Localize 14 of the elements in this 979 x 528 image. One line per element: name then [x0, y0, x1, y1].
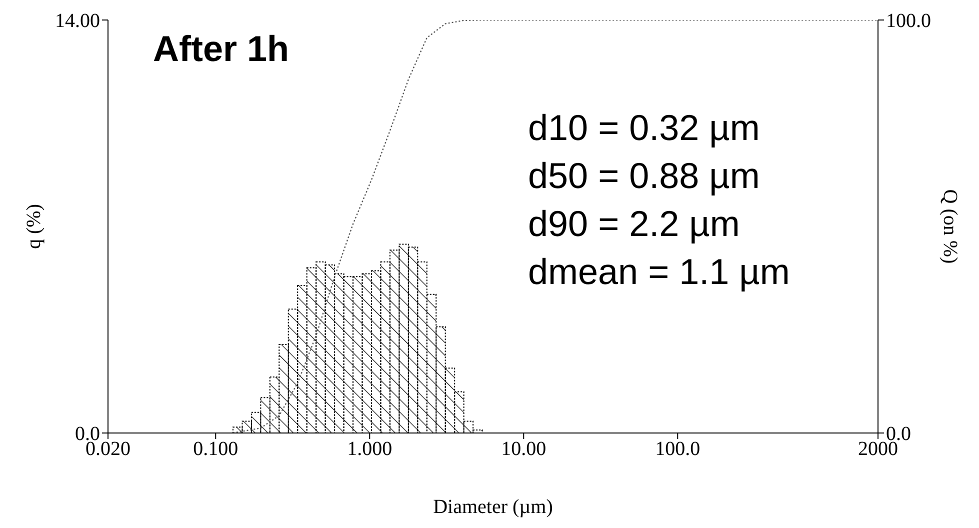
x-tick-label: 100.0: [655, 438, 700, 460]
chart-title: After 1h: [153, 28, 290, 70]
x-tick-label: 10.00: [501, 438, 546, 460]
y2-tick-label: 100.0: [886, 10, 931, 32]
annotation: d90 = 2.2 µm: [528, 202, 741, 246]
annotation: d10 = 0.32 µm: [528, 106, 761, 150]
annotation: dmean = 1.1 µm: [528, 250, 790, 294]
x-tick-label: 0.100: [193, 438, 238, 460]
y-axis-title: q (%): [23, 204, 46, 249]
x-tick-label: 1.000: [347, 438, 392, 460]
x-axis-title: Diameter (µm): [433, 496, 553, 518]
annotation: d50 = 0.88 µm: [528, 154, 761, 198]
y2-axis-title: Q (on %): [938, 189, 961, 264]
y-tick-label: 14.00: [55, 10, 100, 32]
